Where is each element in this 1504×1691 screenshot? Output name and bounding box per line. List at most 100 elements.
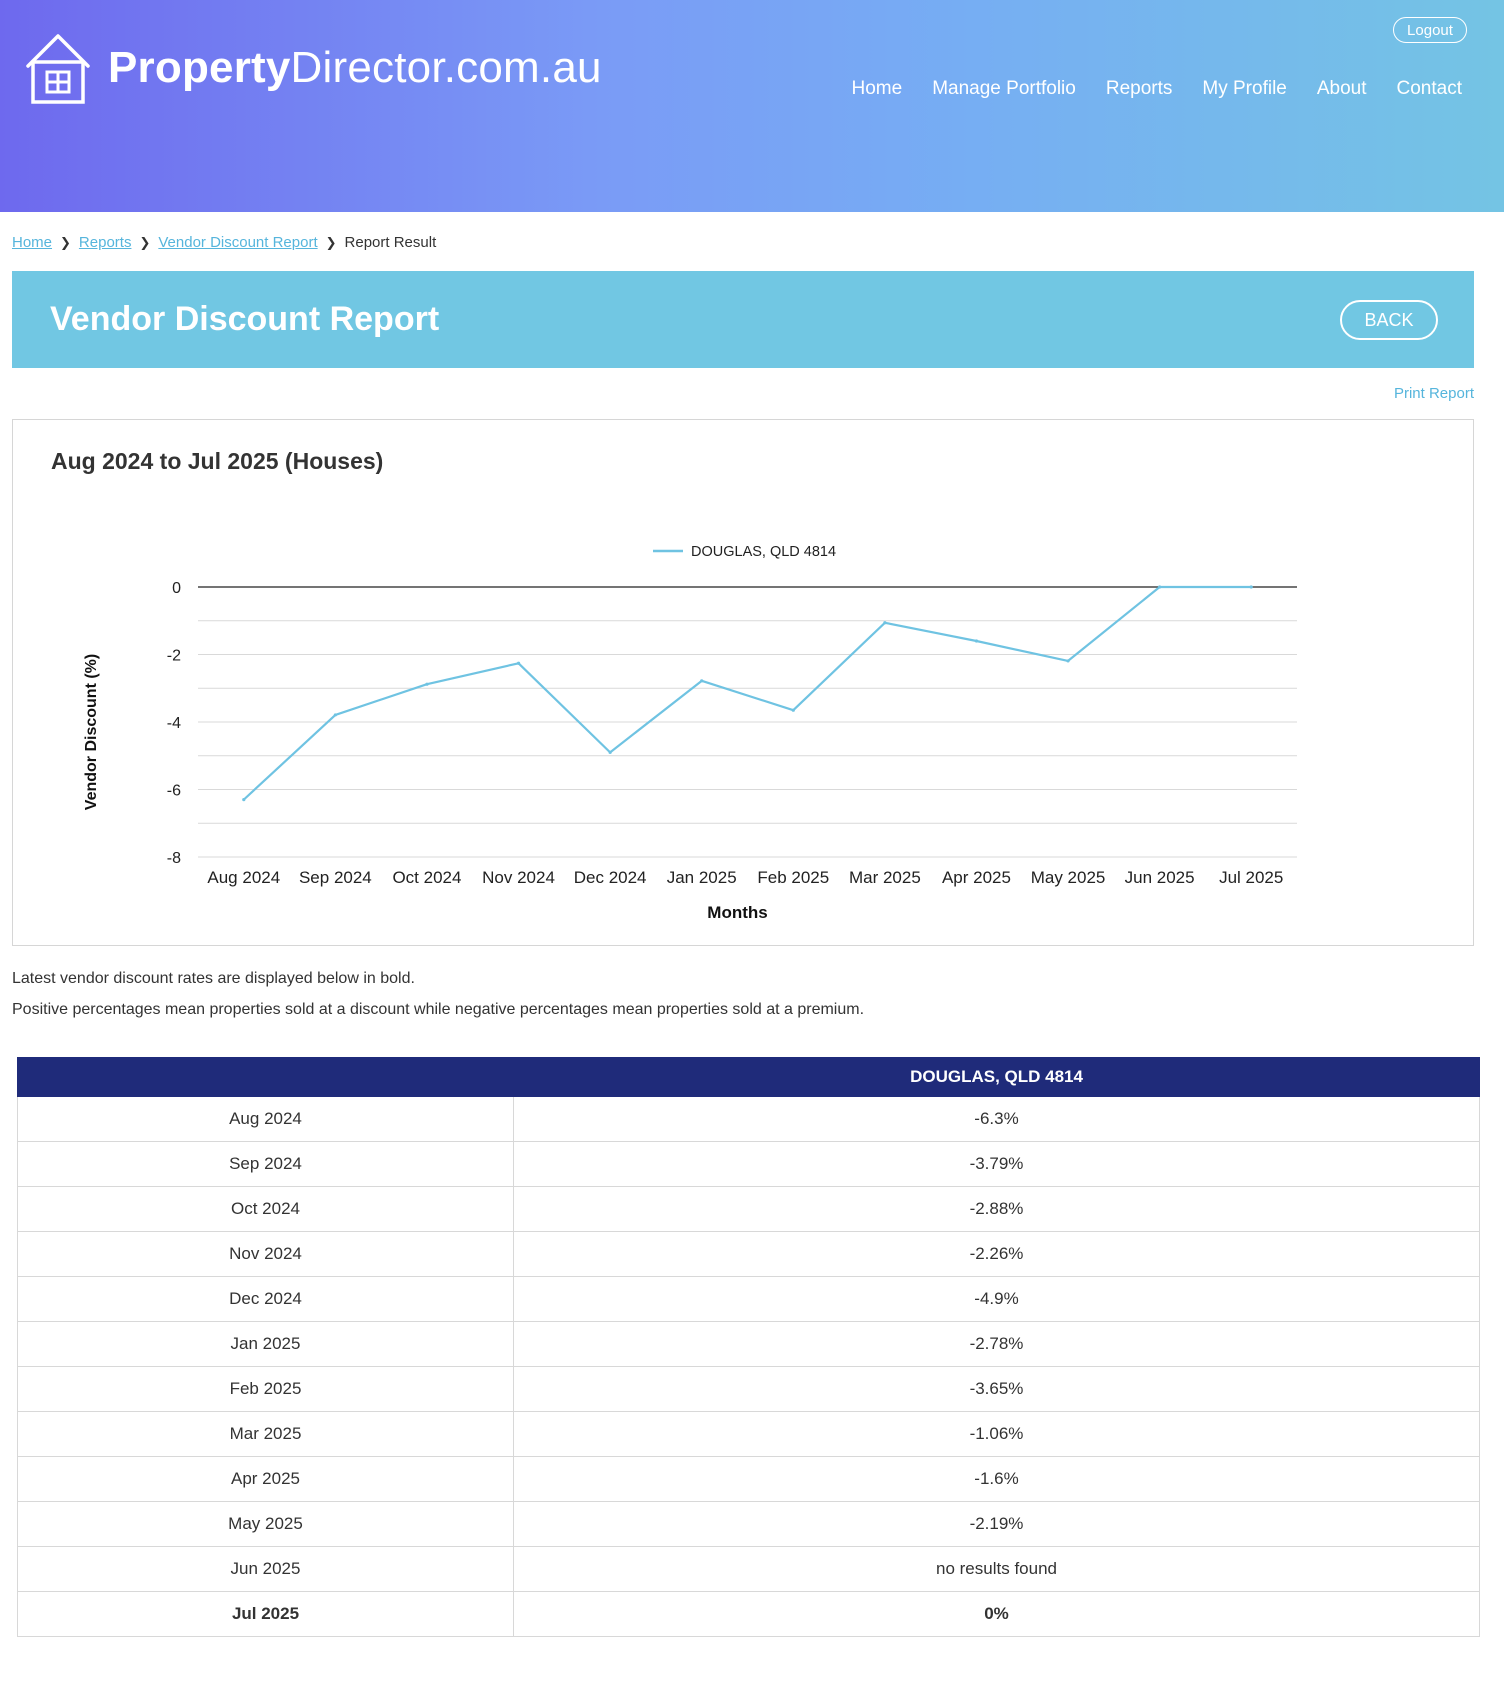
- print-report-link[interactable]: Print Report: [1393, 385, 1474, 402]
- data-point: [974, 639, 979, 643]
- discount-table: DOUGLAS, QLD 4814 Aug 2024 -6.3% Sep 2024-…: [17, 1057, 1480, 1637]
- page-title-bar: Vendor Discount Report BACK: [12, 271, 1474, 368]
- table-cell-month: Jan 2025: [17, 1321, 514, 1367]
- nav-reports[interactable]: Reports: [1105, 78, 1173, 99]
- logo-text: PropertyDirector.com.au: [108, 43, 602, 93]
- house-logo-icon: [26, 34, 90, 104]
- chevron-right-icon: ❯: [60, 234, 71, 250]
- table-cell-value: -1.06%: [513, 1411, 1480, 1457]
- table-row: Oct 2024 -2.88%: [17, 1186, 1480, 1232]
- site-logo[interactable]: PropertyDirector.com.au: [18, 30, 602, 106]
- table-header-month: [17, 1057, 514, 1097]
- x-tick-label: May 2025: [1031, 868, 1106, 887]
- x-tick-label: Jun 2025: [1125, 868, 1195, 887]
- table-row: Aug 2024 -6.3%: [17, 1096, 1480, 1142]
- table-cell-month: Jun 2025: [17, 1546, 514, 1592]
- logout-button[interactable]: Logout: [1393, 17, 1467, 43]
- x-tick-label: Jan 2025: [667, 868, 737, 887]
- table-row: Dec 2024 -4.9%: [17, 1276, 1480, 1322]
- table-cell-value: -4.9%: [513, 1276, 1480, 1322]
- table-cell-value: 0%: [513, 1591, 1480, 1637]
- x-tick-label: Nov 2024: [482, 868, 555, 887]
- x-tick-label: Feb 2025: [757, 868, 829, 887]
- breadcrumb-current: Report Result: [344, 234, 437, 251]
- back-button[interactable]: BACK: [1340, 300, 1438, 340]
- x-tick-label: Aug 2024: [207, 868, 280, 887]
- nav-about[interactable]: About: [1316, 78, 1367, 99]
- table-row: Sep 2024 -3.79%: [17, 1141, 1480, 1187]
- note-latest-bold: Latest vendor discount rates are display…: [12, 970, 415, 987]
- legend-label: DOUGLAS, QLD 4814: [691, 544, 836, 560]
- breadcrumb-reports[interactable]: Reports: [78, 234, 132, 251]
- table-cell-month: Aug 2024: [17, 1096, 514, 1142]
- x-tick-label: Dec 2024: [574, 868, 647, 887]
- chart-panel: Aug 2024 to Jul 2025 (Houses) 0 -2 -4 -6 -8 A…: [12, 419, 1474, 946]
- table-header-row: DOUGLAS, QLD 4814: [17, 1057, 1480, 1097]
- table-cell-month: May 2025: [17, 1501, 514, 1547]
- table-row: Apr 2025 -1.6%: [17, 1456, 1480, 1502]
- table-row: Jul 2025 0%: [17, 1591, 1480, 1637]
- table-row: Jun 2025 no results found: [17, 1546, 1480, 1592]
- breadcrumb: Home ❯ Reports ❯ Vendor Discount Report …: [12, 234, 436, 251]
- nav-my-profile[interactable]: My Profile: [1202, 78, 1287, 99]
- data-point: [883, 621, 887, 625]
- y-tick-label: -8: [167, 850, 181, 867]
- nav-contact[interactable]: Contact: [1396, 78, 1462, 99]
- table-cell-month: Apr 2025: [17, 1456, 514, 1502]
- table-cell-value: -2.88%: [513, 1186, 1480, 1232]
- data-point: [242, 798, 246, 802]
- logo-text-bold: Property: [108, 43, 291, 92]
- page-title: Vendor Discount Report: [50, 300, 440, 338]
- table-row: Mar 2025 -1.06%: [17, 1411, 1480, 1457]
- table-cell-value: -2.26%: [513, 1231, 1480, 1277]
- table-row: Nov 2024 -2.26%: [17, 1231, 1480, 1277]
- table-cell-month: Jul 2025: [17, 1591, 514, 1637]
- x-tick-label: Mar 2025: [849, 868, 921, 887]
- table-cell-month: Nov 2024: [17, 1231, 514, 1277]
- table-row: May 2025 -2.19%: [17, 1501, 1480, 1547]
- logo-text-light: Director.com.au: [290, 43, 602, 92]
- table-cell-month: Mar 2025: [17, 1411, 514, 1457]
- y-axis-title: Vendor Discount (%): [83, 654, 100, 810]
- x-axis-title: Months: [707, 903, 767, 922]
- y-tick-label: -6: [167, 783, 181, 800]
- data-point: [1249, 585, 1253, 589]
- table-cell-value: -1.6%: [513, 1456, 1480, 1502]
- table-cell-value: -2.78%: [513, 1321, 1480, 1367]
- table-cell-value: -3.79%: [513, 1141, 1480, 1187]
- table-cell-month: Oct 2024: [17, 1186, 514, 1232]
- data-point: [425, 682, 429, 686]
- data-point: [700, 679, 704, 683]
- series-line: [243, 585, 1252, 801]
- nav-home[interactable]: Home: [851, 78, 903, 99]
- site-header: PropertyDirector.com.au Logout Home Mana…: [0, 0, 1504, 212]
- breadcrumb-home[interactable]: Home: [12, 234, 53, 251]
- y-tick-label: -2: [167, 648, 181, 665]
- table-cell-value: -6.3%: [513, 1096, 1480, 1142]
- line-chart: 0 -2 -4 -6 -8 Aug 2024 Sep 2024 Oct 2024 Nov 202…: [83, 544, 1297, 922]
- x-tick-label: Oct 2024: [392, 868, 461, 887]
- table-cell-month: Dec 2024: [17, 1276, 514, 1322]
- table-cell-value: no results found: [513, 1546, 1480, 1592]
- y-tick-label: 0: [172, 580, 181, 597]
- chevron-right-icon: ❯: [139, 234, 151, 250]
- table-row: Feb 2025 -3.65%: [17, 1366, 1480, 1412]
- main-nav: Home Manage Portfolio Reports My Profile…: [822, 78, 1462, 100]
- data-point: [791, 708, 795, 712]
- data-point: [333, 713, 337, 717]
- chart-title: Aug 2024 to Jul 2025 (Houses): [51, 448, 384, 474]
- data-point: [1158, 585, 1162, 589]
- table-row: Jan 2025 -2.78%: [17, 1321, 1480, 1367]
- table-cell-month: Feb 2025: [17, 1366, 514, 1412]
- table-cell-value: -2.19%: [513, 1501, 1480, 1547]
- table-header-suburb: DOUGLAS, QLD 4814: [513, 1057, 1480, 1097]
- x-tick-label: Sep 2024: [299, 868, 372, 887]
- nav-manage-portfolio[interactable]: Manage Portfolio: [932, 78, 1076, 99]
- chevron-right-icon: ❯: [325, 234, 337, 250]
- table-cell-month: Sep 2024: [17, 1141, 514, 1187]
- data-point: [608, 750, 612, 754]
- breadcrumb-vendor-discount-report[interactable]: Vendor Discount Report: [158, 234, 318, 251]
- data-point: [516, 661, 521, 665]
- y-tick-label: -4: [167, 715, 181, 732]
- x-tick-label: Jul 2025: [1219, 868, 1283, 887]
